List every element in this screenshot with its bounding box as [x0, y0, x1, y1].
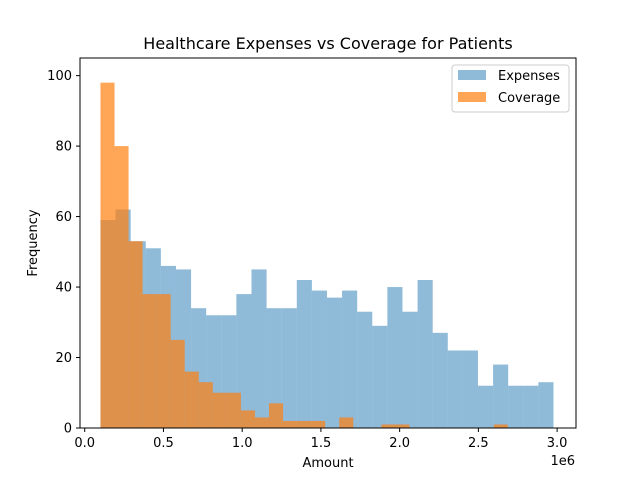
legend-swatch-coverage	[458, 92, 486, 102]
legend-swatch-expenses	[458, 70, 486, 80]
y-tick-label-0: 0	[64, 422, 72, 437]
x-tick-label-2: 1.0	[232, 436, 253, 451]
expenses-bar-22	[432, 332, 448, 428]
expenses-bar-23	[447, 350, 463, 428]
x-tick-label-3: 1.5	[311, 436, 332, 451]
x-tick-label-1: 0.5	[153, 436, 174, 451]
expenses-bar-11	[266, 308, 282, 428]
y-tick-label-1: 20	[55, 351, 72, 366]
coverage-bar-1	[114, 146, 129, 428]
x-axis-ticks: 0.0 0.5 1.0 1.5 2.0 2.5 3.0	[74, 428, 567, 451]
expenses-bar-10	[251, 269, 267, 428]
coverage-series	[100, 82, 508, 429]
coverage-bar-20	[381, 424, 396, 428]
x-tick-label-0: 0.0	[74, 436, 95, 451]
x-tick-label-4: 2.0	[389, 436, 410, 451]
y-tick-label-5: 100	[47, 69, 72, 84]
expenses-bar-17	[357, 311, 373, 428]
coverage-bar-7	[198, 382, 213, 428]
coverage-bar-3	[142, 294, 157, 428]
y-tick-label-2: 40	[55, 281, 72, 296]
expenses-bar-12	[281, 308, 297, 428]
chart-title: Healthcare Expenses vs Coverage for Pati…	[143, 34, 512, 53]
expenses-bar-14	[311, 290, 327, 428]
expenses-bar-21	[417, 280, 433, 428]
legend: Expenses Coverage	[451, 64, 570, 113]
coverage-bar-9	[226, 392, 241, 428]
expenses-bar-24	[462, 350, 478, 428]
coverage-bar-4	[156, 294, 171, 428]
coverage-bar-11	[254, 417, 270, 428]
x-tick-label-5: 2.5	[468, 436, 489, 451]
expenses-bar-18	[372, 325, 388, 428]
y-axis-ticks: 0 20 40 60 80 100	[47, 69, 80, 437]
coverage-bar-8	[212, 392, 227, 428]
coverage-bar-21	[395, 424, 410, 428]
x-tick-label-6: 3.0	[547, 436, 568, 451]
coverage-bar-10	[240, 410, 255, 428]
expenses-bar-26	[493, 364, 509, 428]
expenses-bar-20	[402, 311, 418, 428]
legend-label-coverage: Coverage	[498, 91, 560, 106]
expenses-bar-25	[477, 385, 494, 428]
x-axis-label: Amount	[302, 456, 353, 471]
coverage-bar-28	[493, 424, 508, 428]
coverage-bar-17	[339, 417, 354, 428]
expenses-bar-29	[538, 382, 554, 428]
y-tick-label-3: 60	[55, 210, 72, 225]
coverage-bar-5	[170, 339, 185, 428]
expenses-bar-27	[508, 385, 524, 428]
y-tick-label-4: 80	[55, 140, 72, 155]
expenses-bar-15	[326, 297, 343, 428]
coverage-bar-15	[311, 420, 326, 428]
coverage-bar-13	[283, 420, 298, 428]
expenses-bar-13	[296, 280, 312, 428]
x-axis-offset-label: 1e6	[550, 454, 575, 469]
expenses-bar-28	[523, 385, 539, 428]
expenses-bar-16	[342, 290, 358, 428]
coverage-bar-0	[100, 82, 115, 429]
coverage-bar-14	[297, 420, 312, 428]
plot-frame	[79, 57, 577, 429]
legend-label-expenses: Expenses	[498, 69, 560, 84]
coverage-bar-12	[269, 403, 284, 428]
coverage-bar-6	[184, 371, 199, 428]
expenses-bar-19	[387, 287, 403, 428]
coverage-bar-2	[128, 241, 143, 428]
y-axis-label: Frequency	[26, 209, 41, 276]
